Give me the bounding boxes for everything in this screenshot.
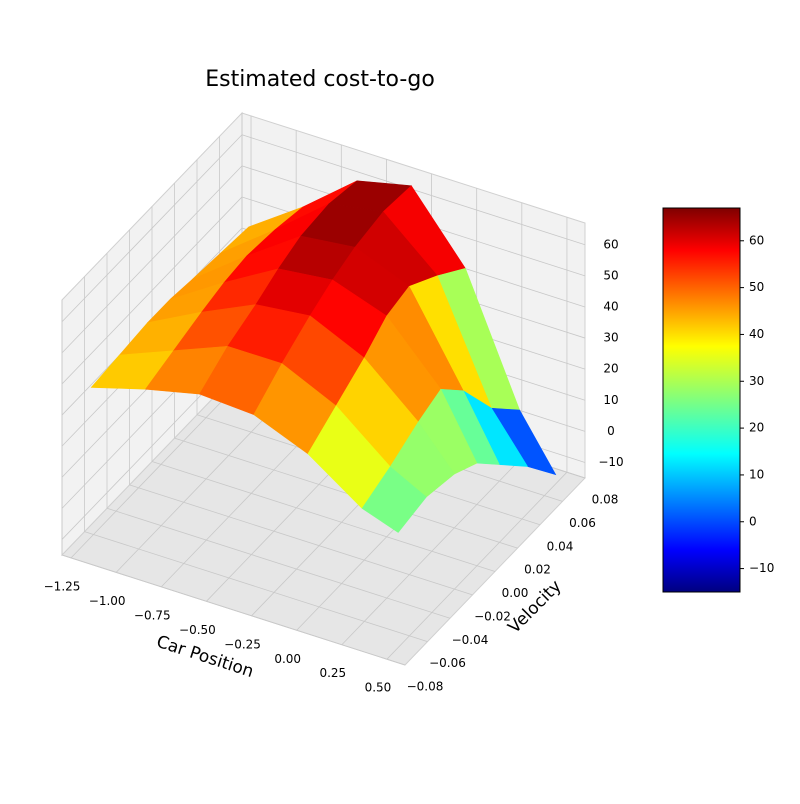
- y-tick-label: 0.04: [547, 539, 574, 553]
- y-tick-label: −0.04: [452, 633, 489, 647]
- grid-line: [61, 554, 406, 666]
- z-tick-label: 0: [607, 424, 615, 438]
- grid-line: [129, 484, 473, 596]
- colorbar-tick-label: 50: [749, 280, 764, 294]
- x-tick-label: −0.25: [224, 637, 261, 651]
- grid-line: [151, 461, 496, 572]
- x-tick-label: 0.25: [319, 666, 346, 680]
- x-tick-label: −0.75: [134, 608, 171, 622]
- y-tick-label: 0.00: [502, 586, 529, 600]
- grid-line: [84, 531, 428, 643]
- z-tick-label: 60: [603, 237, 618, 251]
- grid-line: [106, 507, 451, 619]
- x-tick-label: −0.50: [179, 623, 216, 637]
- colorbar-tick-label: 30: [749, 374, 764, 388]
- colorbar: [662, 207, 741, 593]
- z-tick-label: 30: [603, 331, 618, 345]
- grid-line: [61, 165, 243, 354]
- z-tick-label: 50: [603, 268, 618, 282]
- y-tick-label: −0.08: [407, 680, 444, 694]
- colorbar-tick-label: 0: [749, 514, 757, 528]
- x-tick-label: −1.00: [89, 594, 126, 608]
- x-tick-label: −1.25: [44, 579, 81, 593]
- z-tick-label: 10: [603, 393, 618, 407]
- z-tick-label: 20: [603, 362, 618, 376]
- y-tick-label: 0.06: [569, 516, 596, 530]
- grid-line: [174, 437, 518, 549]
- colorbar-tick-label: 20: [749, 421, 764, 435]
- colorbar-tick-label: 10: [749, 467, 764, 481]
- colorbar-tick-label: −10: [749, 561, 774, 575]
- z-tick-label: 40: [603, 299, 618, 313]
- colorbar-tick-label: 60: [749, 233, 764, 247]
- x-tick-label: 0.00: [274, 652, 301, 666]
- y-tick-label: −0.02: [474, 609, 511, 623]
- z-tick-label: −10: [598, 455, 623, 469]
- grid-line: [61, 196, 243, 385]
- grid-line: [61, 134, 243, 323]
- y-tick-label: 0.02: [524, 563, 551, 577]
- x-tick-label: 0.50: [365, 681, 392, 695]
- colorbar-tick-label: 40: [749, 327, 764, 341]
- chart-title: Estimated cost-to-go: [205, 67, 435, 92]
- y-tick-label: −0.06: [429, 656, 466, 670]
- surface-patch: [361, 466, 427, 533]
- y-tick-label: 0.08: [592, 493, 619, 507]
